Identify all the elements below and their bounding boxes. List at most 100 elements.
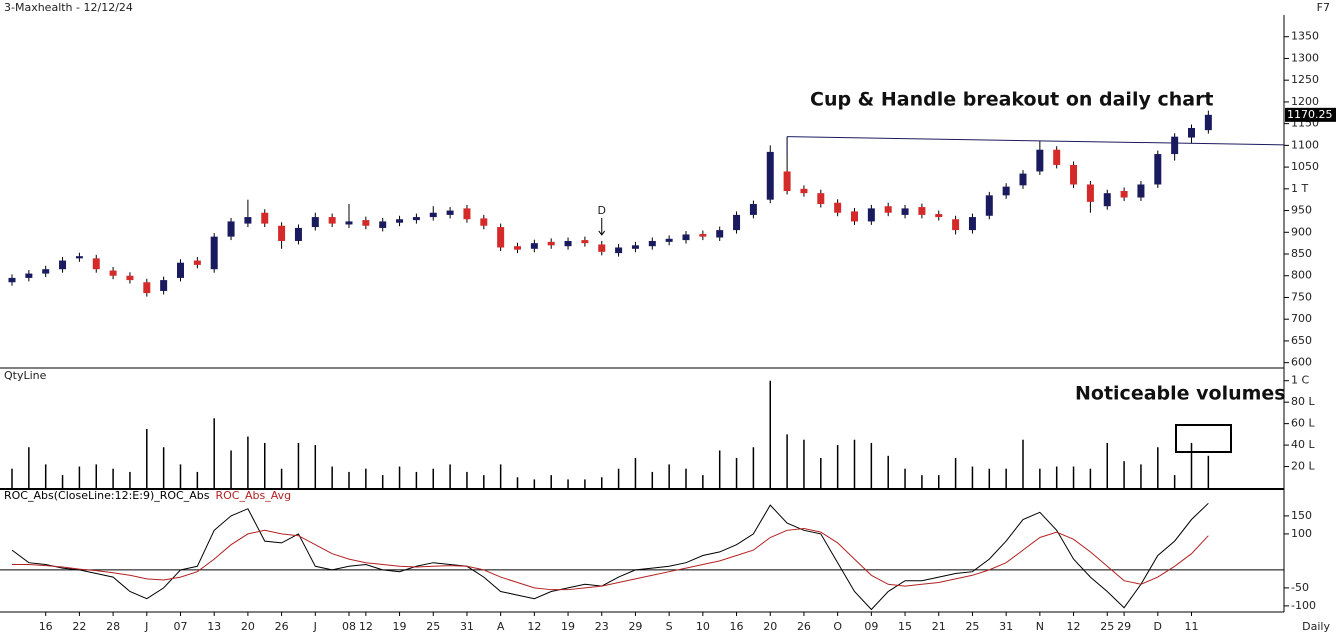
x-tick-label: J (144, 620, 148, 633)
y-tick-label: 1050 (1291, 160, 1319, 173)
volume-bar (853, 439, 856, 488)
x-tick-label: 16 (730, 620, 744, 633)
volume-bar (449, 464, 451, 488)
candle-body (631, 245, 639, 249)
highlight-box (1175, 424, 1232, 453)
y-tick-label: 600 (1291, 356, 1312, 369)
volume-bar (28, 447, 30, 488)
candle-body (396, 219, 404, 223)
candle-body (581, 240, 589, 244)
volume-bar (95, 464, 97, 488)
candle-body (345, 221, 353, 225)
candle-body (480, 218, 488, 226)
y-tick-label: 950 (1291, 204, 1312, 217)
candle-body (547, 241, 555, 246)
y-tick-label: 80 L (1291, 395, 1315, 408)
volume-bar (129, 471, 131, 488)
volume-bar (786, 434, 788, 488)
volume-bar (516, 477, 519, 488)
volume-bar (381, 475, 384, 488)
y-tick-label: -100 (1291, 599, 1316, 612)
volume-bar (314, 445, 317, 488)
chart-title: 3-Maxhealth - 12/12/24 (4, 1, 133, 14)
candle-body (564, 240, 572, 247)
candle-body (749, 204, 757, 215)
volume-bar (1173, 475, 1176, 488)
volume-bar (702, 475, 704, 488)
candle-body (1103, 193, 1111, 207)
x-tick-label: 25 (965, 620, 979, 633)
x-tick-label: 12 (527, 620, 541, 633)
x-tick-label: 11 (1185, 620, 1199, 633)
candle-body (25, 273, 33, 278)
volume-bar (78, 466, 81, 488)
annotation: D (598, 204, 606, 217)
volume-bar (668, 464, 670, 488)
volume-bar (820, 457, 822, 488)
candle-body (952, 219, 960, 231)
candle-body (514, 246, 521, 250)
volume-bar (938, 475, 940, 488)
y-tick-label: 850 (1291, 247, 1312, 260)
x-tick-label: J (313, 620, 317, 633)
candle-body (766, 151, 774, 200)
y-tick-label: 20 L (1291, 460, 1315, 473)
y-tick-label: 700 (1291, 312, 1312, 325)
candle-body (278, 225, 286, 241)
y-tick-label: 40 L (1291, 438, 1315, 451)
candle-body (261, 212, 269, 224)
candle-body (362, 220, 370, 226)
volume-bar (1055, 466, 1058, 488)
x-tick-label: 12 (1067, 620, 1081, 633)
volume-bar (634, 457, 637, 488)
candle-body (901, 208, 909, 215)
y-tick-label: 1 C (1291, 374, 1309, 387)
volume-bar (483, 475, 485, 488)
x-tick-label: D (1154, 620, 1162, 633)
volume-bar (1022, 439, 1024, 488)
volume-bar (162, 447, 165, 488)
volume-bar (196, 471, 199, 488)
candle-body (1171, 136, 1179, 155)
x-tick-label: 07 (174, 620, 188, 633)
y-tick-label: 1300 (1291, 51, 1319, 64)
volume-bar (735, 457, 738, 488)
volume-bar (533, 479, 536, 488)
volume-bar (803, 439, 805, 488)
candle-body (1204, 114, 1212, 131)
candle-body (884, 206, 892, 213)
volume-bar (365, 468, 367, 488)
trendline (787, 136, 1285, 146)
volume-bar (213, 418, 215, 488)
volume-bar (1190, 442, 1193, 488)
volume-bar (954, 457, 957, 488)
candle-body (648, 240, 656, 247)
candle-body (497, 227, 505, 248)
candle-body (800, 188, 808, 194)
candle-body (665, 238, 673, 242)
x-tick-label: 31 (460, 620, 474, 633)
volume-bar (1005, 468, 1007, 488)
x-tick-label: S (666, 620, 673, 633)
candle-body (968, 217, 976, 231)
candle-body (1120, 191, 1128, 198)
candle-body (867, 208, 875, 222)
roc-line (11, 502, 1209, 611)
y-tick-label: 150 (1291, 509, 1312, 522)
volume-bar (179, 464, 182, 488)
candle-body (530, 243, 538, 249)
candle-body (699, 234, 707, 237)
annotation-arrow (598, 217, 606, 236)
volume-bar (44, 464, 47, 488)
x-tick-label: 08 (342, 620, 356, 633)
volume-bar (601, 477, 603, 488)
x-tick-label: 23 (595, 620, 609, 633)
candle-body (834, 202, 842, 213)
y-tick-label: 650 (1291, 334, 1312, 347)
candle-body (1036, 149, 1044, 172)
candle-body (193, 260, 201, 265)
volume-bar (146, 429, 148, 488)
x-tick-label: 28 (106, 620, 120, 633)
x-tick-label: 29 (628, 620, 642, 633)
volume-bar (836, 445, 839, 488)
